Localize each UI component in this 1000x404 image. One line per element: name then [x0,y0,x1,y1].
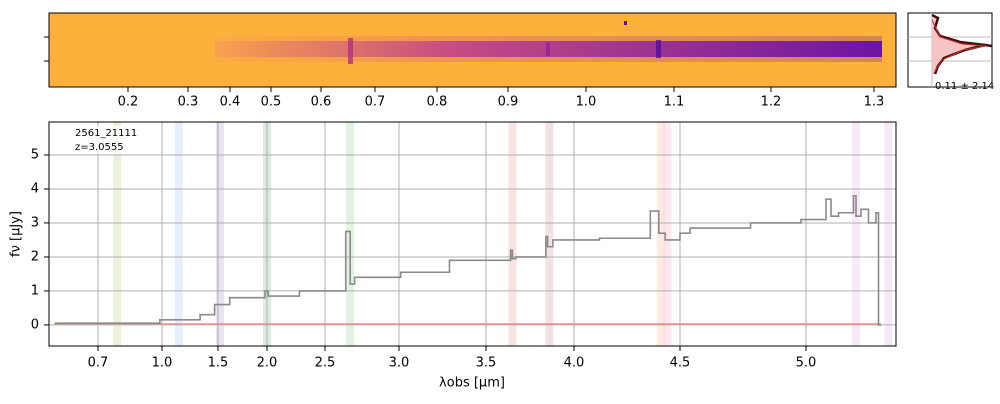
stats-label: 0.11 ± 2.14 [935,81,994,92]
top-tick-label: 0.9 [498,95,519,110]
top-tick-label: 1.1 [664,95,685,110]
line-band [215,122,224,346]
top-tick-label: 0.5 [261,95,282,110]
label-box [70,126,140,154]
emission-feature [546,42,550,56]
line-band [174,122,183,346]
top-tick-label: 0.3 [178,95,199,110]
x-tick-label: 2.5 [315,356,336,371]
image-frame [48,12,897,88]
plot [49,122,896,346]
line-band [663,122,672,346]
y-tick-label: 4 [31,181,39,196]
y-tick-label: 3 [31,215,39,230]
pixel [624,21,627,25]
x-tick-label: 1.5 [208,356,229,371]
top-tick-label: 1.3 [864,95,885,110]
top-tick-label: 0.4 [220,95,241,110]
x-tick-label: 3.5 [476,356,497,371]
x-tick-label: 4.5 [670,356,691,371]
x-tick-label: 4.0 [564,356,585,371]
top-tick-label: 1.2 [761,95,782,110]
y-tick-label: 1 [31,283,39,298]
top-tick-label: 0.2 [118,95,139,110]
y-tick-label: 2 [31,249,39,264]
plot-area [49,122,896,346]
x-tick-label: 1.0 [152,356,173,371]
axes-frame [48,121,897,347]
top-tick-label: 1.0 [576,95,597,110]
y-tick-label: 0 [31,317,39,332]
profile-model [931,19,987,74]
line-band [508,122,517,346]
emission-feature [656,40,661,58]
x-tick-label: 3.0 [389,356,410,371]
line-band [113,122,122,346]
spectrum-line [54,194,881,326]
y-tick-label: 5 [31,147,39,162]
line-band [884,122,893,346]
line-band [545,122,554,346]
x-axis-label: λobs [μm] [439,376,505,391]
x-tick-label: 2.0 [257,356,278,371]
emission-feature [348,38,353,64]
top-tick-label: 0.7 [365,95,386,110]
profile-fill [932,15,985,74]
line-band [852,122,860,346]
top-tick-label: 0.8 [427,95,448,110]
x-tick-label: 0.7 [88,356,109,371]
line-band [656,122,665,346]
y-axis-label: fν [μJy] [9,211,24,257]
x-tick-label: 5.0 [796,356,817,371]
redshift-label: z=3.0555 [75,142,124,153]
top-tick-label: 0.6 [311,95,332,110]
object-label: 2561_21111 [75,128,137,139]
